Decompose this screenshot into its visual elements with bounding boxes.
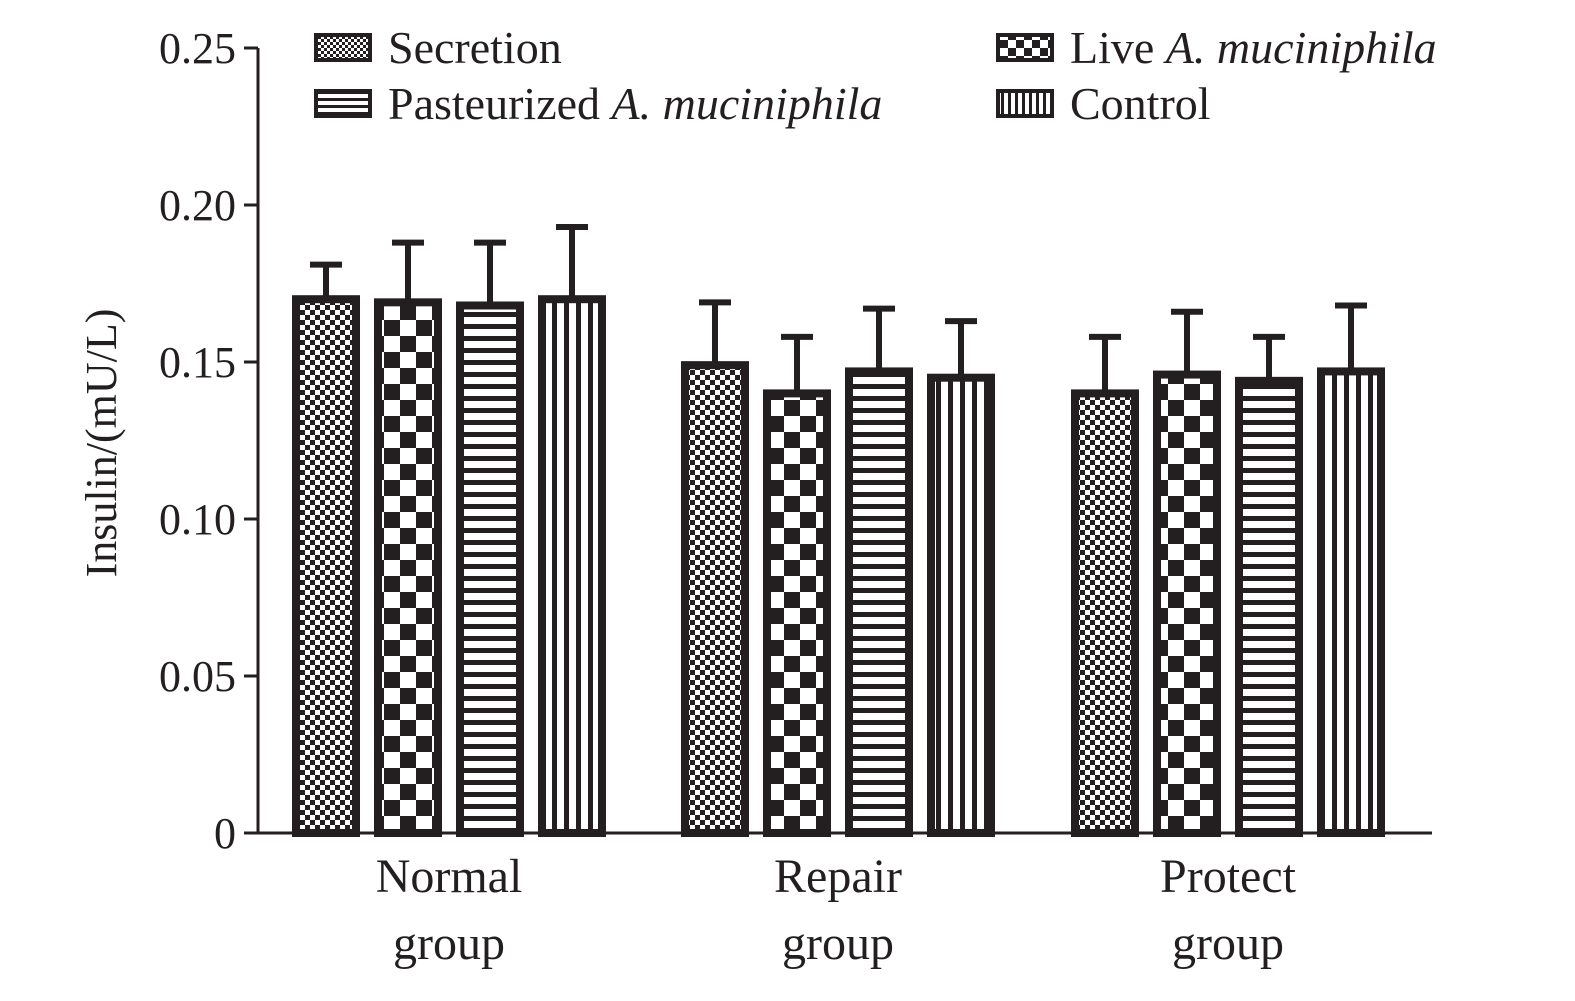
legend-label-part: Pasteurized [388, 78, 612, 129]
x-category-label: group [782, 917, 894, 970]
legend-label: Control [1070, 78, 1211, 129]
bar [538, 295, 606, 837]
x-category-label: group [393, 917, 505, 970]
bar [763, 389, 831, 837]
bar [1235, 376, 1303, 837]
legend-swatch [314, 33, 372, 62]
bars [292, 223, 1385, 838]
bar [456, 301, 524, 838]
y-axis-label: Insulin/(mU/L) [77, 309, 126, 578]
x-category-label: Protect [1160, 850, 1297, 903]
y-axis: 0 0.05 0.10 0.15 0.20 0.25 [159, 24, 260, 858]
bar [927, 373, 995, 837]
legend-label-part: Control [1070, 78, 1211, 129]
y-tick-label: 0 [214, 809, 236, 858]
y-tick-label: 0.15 [159, 338, 236, 387]
legend-label: Secretion [388, 22, 562, 73]
legend-label: Live A. muciniphila [1070, 22, 1437, 73]
x-category-label: Repair [774, 850, 902, 903]
x-category-label: Normal [376, 850, 523, 903]
bar [1153, 370, 1221, 837]
bar [845, 367, 913, 837]
legend-label-part: Live [1070, 22, 1166, 73]
legend-label: Pasteurized A. muciniphila [388, 78, 882, 129]
legend-label-part: Secretion [388, 22, 562, 73]
legend-label-italic: A. muciniphila [1163, 22, 1437, 73]
y-tick-label: 0.10 [159, 495, 236, 544]
legend-swatch [996, 89, 1054, 118]
legend-swatch [314, 89, 372, 118]
y-tick-label: 0.05 [159, 652, 236, 701]
bar [681, 361, 749, 837]
x-category-label: group [1172, 917, 1284, 970]
bar [292, 295, 360, 837]
legend: Secretion Live A. muciniphilaPasteurized … [314, 22, 1437, 129]
legend-swatch [996, 33, 1054, 62]
y-tick-label: 0.25 [159, 24, 236, 73]
x-axis: Normal group Repair group Protect group [257, 831, 1432, 970]
bar [1071, 389, 1139, 837]
bar [374, 298, 442, 837]
legend-label-italic: A. muciniphila [609, 78, 883, 129]
bar [1317, 367, 1385, 837]
y-tick-label: 0.20 [159, 181, 236, 230]
